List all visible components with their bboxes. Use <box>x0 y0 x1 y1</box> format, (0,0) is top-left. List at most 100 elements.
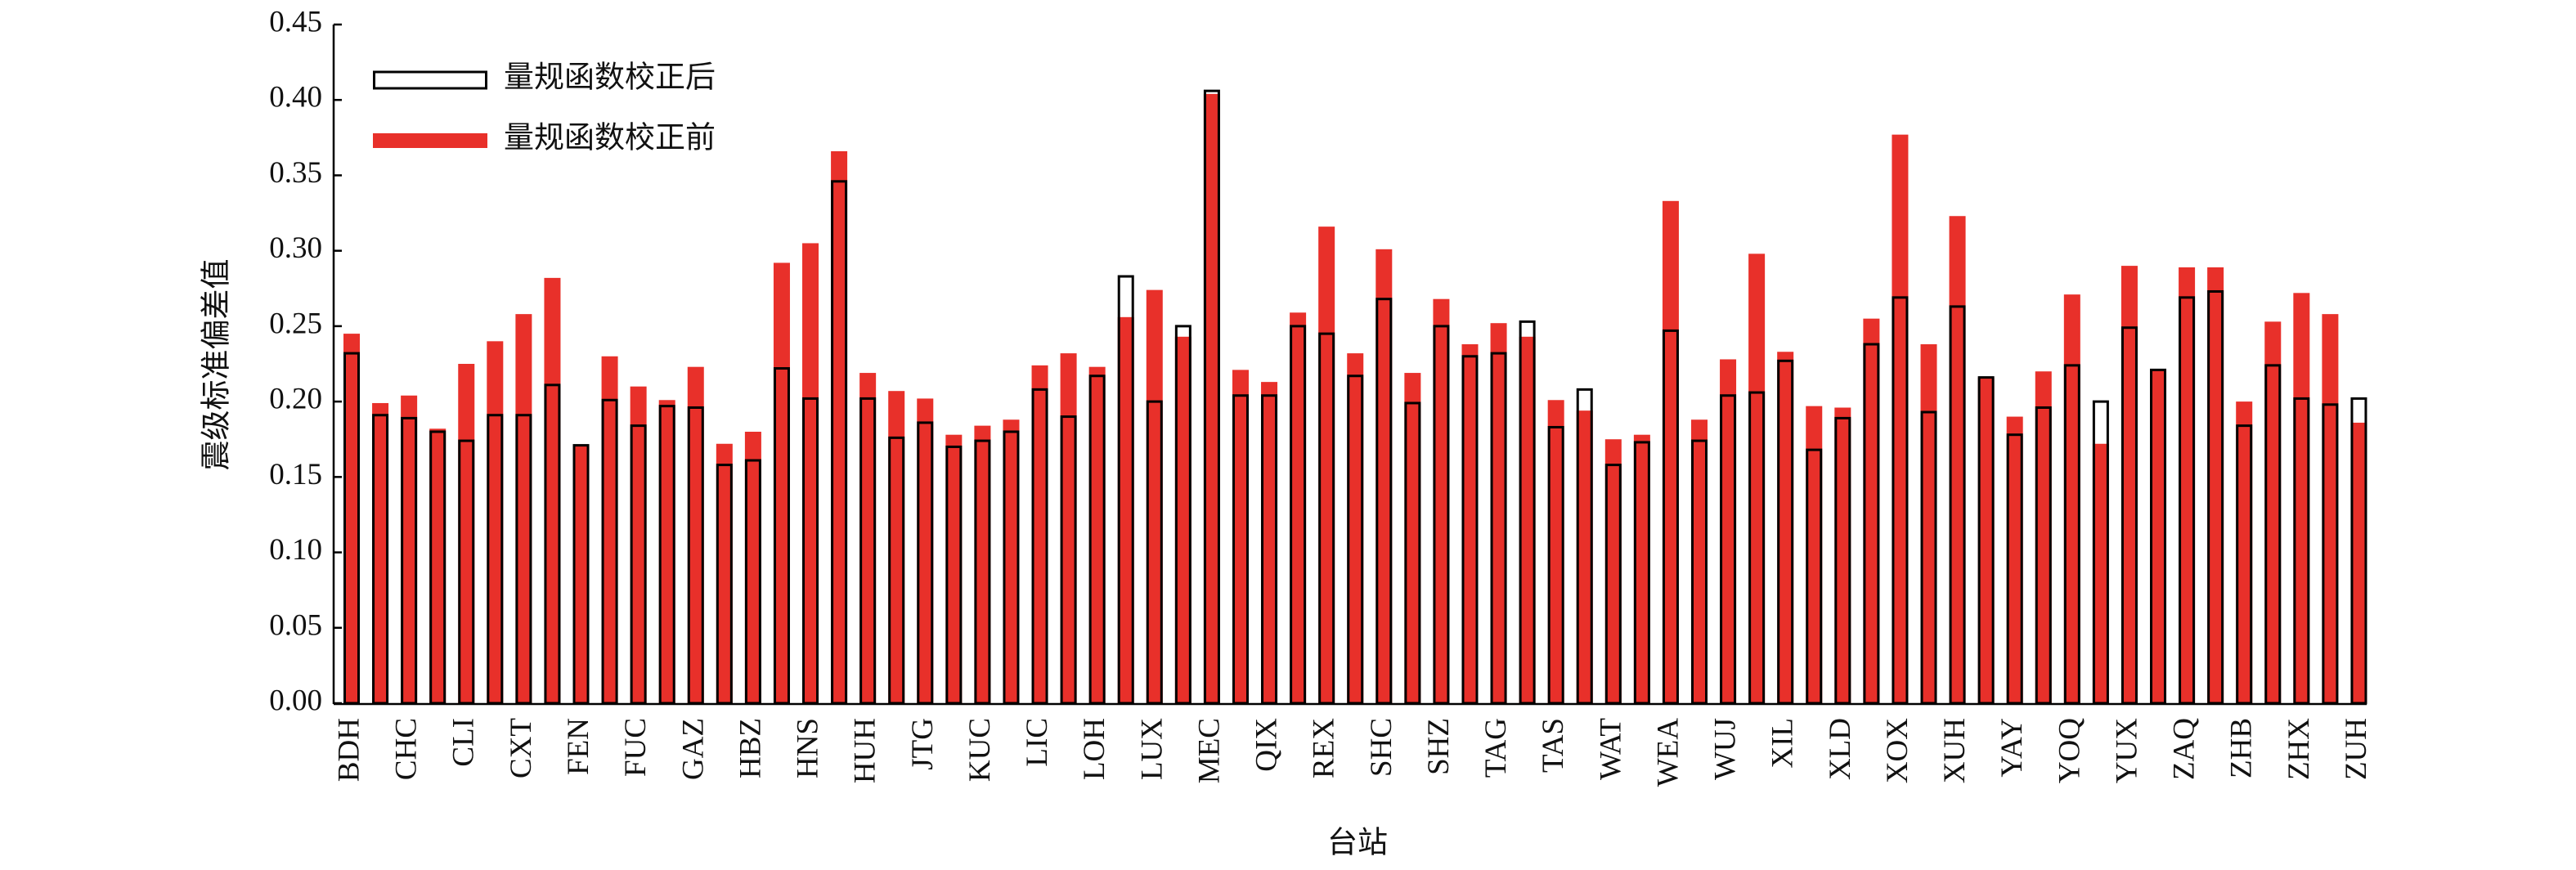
bar <box>1003 419 1020 703</box>
bar <box>2179 267 2196 703</box>
bar <box>2236 401 2253 703</box>
bar <box>630 424 647 705</box>
bar <box>1892 134 1909 704</box>
bar <box>1633 434 1650 703</box>
x-tick-label: CLI <box>447 718 481 767</box>
bar <box>515 414 532 705</box>
bar <box>1920 410 1937 705</box>
y-tick-label: 0.25 <box>269 307 322 340</box>
bar <box>487 414 504 705</box>
bar <box>831 150 848 703</box>
bar <box>429 430 447 705</box>
bar <box>1777 359 1794 705</box>
bar <box>2150 368 2167 705</box>
bar <box>1977 376 1995 705</box>
bar <box>1662 329 1679 705</box>
x-tick-label: LOH <box>1078 718 1111 780</box>
x-tick-label: SHZ <box>1422 718 1456 775</box>
bar <box>744 459 761 705</box>
x-tick-label: XUH <box>1938 718 1972 783</box>
bar <box>1977 377 1995 703</box>
bar <box>1863 318 1880 703</box>
bar <box>1347 374 1364 705</box>
x-tick-label: JTG <box>906 718 940 770</box>
bar <box>859 373 877 703</box>
bar <box>1088 374 1106 705</box>
bar <box>2236 424 2253 705</box>
bar <box>1404 401 1421 705</box>
bar <box>888 391 905 703</box>
y-tick-label: 0.30 <box>269 231 322 265</box>
x-tick-label: KUC <box>963 718 997 782</box>
bar <box>1720 359 1737 703</box>
bar <box>687 406 704 705</box>
bar <box>2264 364 2282 705</box>
bar <box>630 386 647 703</box>
bar <box>1146 289 1163 703</box>
x-tick-label: YAY <box>1995 718 2029 778</box>
bar <box>773 367 790 705</box>
bar <box>601 356 618 703</box>
x-tick-label: TAG <box>1479 718 1513 778</box>
bar <box>372 414 389 705</box>
bar <box>802 243 819 703</box>
bar <box>401 416 418 705</box>
bar <box>945 445 963 705</box>
bar <box>1433 298 1450 703</box>
x-axis-title: 台站 <box>1327 825 1388 859</box>
bar <box>1519 336 1536 703</box>
bar <box>1777 352 1794 703</box>
bar <box>1347 353 1364 703</box>
bar <box>1376 298 1393 705</box>
bar <box>572 445 590 703</box>
y-tick-label: 0.40 <box>269 81 322 114</box>
bar <box>2063 294 2080 703</box>
legend-swatch <box>373 133 487 148</box>
bar <box>1748 253 1766 703</box>
bar <box>1003 430 1020 705</box>
bar <box>1863 343 1880 705</box>
bar <box>1318 332 1335 705</box>
bar <box>1318 226 1335 704</box>
bar <box>2092 443 2109 703</box>
x-tick-label: ZAQ <box>2168 718 2201 780</box>
x-tick-label: MEC <box>1192 718 1226 783</box>
bar <box>1261 394 1278 705</box>
bar <box>2322 314 2339 703</box>
bar <box>1892 296 1909 705</box>
bar <box>1232 370 1249 703</box>
bar <box>1691 439 1708 705</box>
bar <box>2207 267 2224 703</box>
bar <box>2350 422 2367 703</box>
x-tick-label: BDH <box>332 718 366 782</box>
bar <box>1834 407 1851 703</box>
bar <box>1633 441 1650 705</box>
bar <box>372 402 389 703</box>
bar <box>1290 312 1307 703</box>
bar <box>716 443 733 703</box>
x-tick-label: REX <box>1308 718 1341 778</box>
bar <box>2322 403 2339 705</box>
bar <box>1117 316 1134 703</box>
x-tick-label: HBZ <box>734 718 767 778</box>
bar <box>1920 344 1937 703</box>
bar <box>1031 388 1048 705</box>
legend-label: 量规函数校正前 <box>504 120 716 155</box>
bar <box>401 395 418 703</box>
bar <box>859 397 877 705</box>
bar <box>888 436 905 705</box>
bar <box>2264 321 2282 703</box>
bar <box>658 405 675 705</box>
bar <box>1662 200 1679 704</box>
x-tick-label: FEN <box>562 718 595 775</box>
bar <box>1261 382 1278 703</box>
bar <box>1146 400 1163 705</box>
bar <box>2120 266 2138 704</box>
legend-label: 量规函数校正后 <box>504 60 716 94</box>
bar <box>429 428 447 703</box>
bar <box>917 398 934 703</box>
bar <box>658 400 675 703</box>
bar <box>1547 400 1564 703</box>
bar <box>1174 325 1192 705</box>
